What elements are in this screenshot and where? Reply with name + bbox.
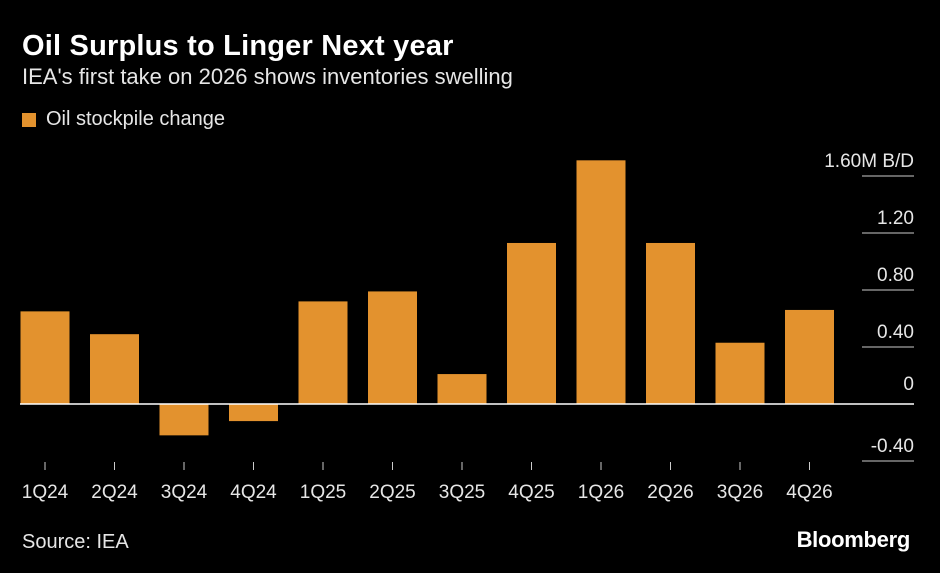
y-tick-label: -0.40	[871, 436, 914, 457]
bar	[20, 311, 70, 404]
x-tick-label: 4Q25	[508, 482, 554, 503]
bar	[159, 404, 209, 436]
x-tick-label: 1Q26	[578, 482, 624, 503]
x-ticks	[44, 462, 810, 470]
gridlines	[862, 175, 914, 462]
bar	[646, 242, 695, 404]
bar	[298, 301, 348, 404]
bar	[90, 334, 139, 404]
x-tick-label: 3Q24	[161, 482, 208, 503]
x-tick-label: 1Q24	[22, 482, 69, 503]
x-tick-label: 2Q24	[91, 482, 138, 503]
x-tick-label: 2Q26	[647, 482, 693, 503]
bar	[507, 242, 556, 404]
x-tick-label: 1Q25	[300, 482, 346, 503]
y-tick-label: 0	[903, 374, 914, 395]
x-tick-label: 3Q26	[717, 482, 763, 503]
bar	[229, 404, 278, 422]
chart-subtitle: IEA's first take on 2026 shows inventori…	[22, 64, 513, 89]
x-tick-label: 2Q25	[369, 482, 415, 503]
x-tick-labels: 1Q24 2Q24 3Q24 4Q24 1Q25 2Q25 3Q25 4Q25 1Q26 2Q26…	[22, 482, 833, 503]
bloomberg-logo: Bloomberg	[796, 527, 911, 552]
bar	[437, 374, 487, 404]
legend-label: Oil stockpile change	[46, 108, 225, 130]
y-tick-label: 1.60M B/D	[824, 151, 914, 172]
x-tick-label: 3Q25	[439, 482, 485, 503]
bar	[368, 291, 417, 404]
bar	[715, 342, 765, 404]
x-tick-label: 4Q26	[786, 482, 832, 503]
x-tick-label: 4Q24	[230, 482, 277, 503]
legend-swatch	[22, 112, 36, 127]
source-note: Source: IEA	[22, 531, 129, 553]
legend: Oil stockpile change	[22, 108, 225, 131]
y-tick-labels: -0.40 0.40 0.80 1.20 1.60M B/D 0	[824, 151, 914, 457]
y-tick-label: 1.20	[877, 208, 914, 229]
chart-title: Oil Surplus to Linger Next year	[22, 30, 454, 62]
y-tick-label: 0.40	[877, 322, 914, 343]
bars	[20, 160, 834, 436]
y-tick-label: 0.80	[877, 265, 914, 286]
bar	[576, 160, 626, 404]
bar	[785, 309, 834, 404]
